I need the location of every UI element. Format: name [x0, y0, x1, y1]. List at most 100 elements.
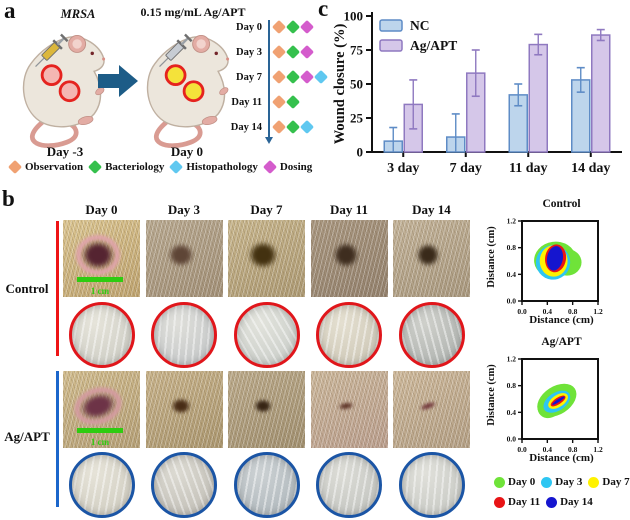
scale-bar [77, 428, 123, 433]
petri-dish [151, 302, 217, 368]
dosing-diamond-icon [262, 159, 277, 175]
wound-photo [393, 371, 470, 448]
wound-area [76, 387, 121, 424]
histopathology-diamond-icon [313, 69, 329, 85]
svg-text:3 day: 3 day [387, 161, 419, 176]
wound-spot [164, 64, 187, 86]
bacteriology-diamond-icon [87, 159, 103, 175]
wound-area [337, 400, 355, 411]
petri-dish [68, 452, 135, 518]
svg-text:25: 25 [350, 111, 364, 126]
dish-cell [63, 301, 140, 369]
timeline-events [271, 19, 315, 35]
mouse-illustration-pre-treatment [22, 33, 106, 149]
petri-dish [151, 452, 217, 518]
svg-text:0.8: 0.8 [568, 307, 578, 315]
svg-text:75: 75 [350, 43, 364, 58]
agapt-wound-photos: 1 cm [63, 371, 470, 448]
agapt-row-bar [56, 371, 59, 507]
agapt-row-label: Ag/APT [4, 429, 50, 444]
bacteriology-diamond-icon [285, 44, 301, 60]
contour-legend-row: Day 11 Day 14 [494, 492, 630, 512]
dish-cell [311, 451, 388, 519]
contour-agapt-ylabel: Distance (cm) [486, 364, 497, 426]
contour-legend-item: Day 7 [588, 476, 630, 488]
timeline-events [271, 94, 301, 110]
wound-photo [145, 371, 223, 448]
dosing-diamond-icon [299, 69, 315, 85]
dosing-diamond-icon [299, 19, 315, 35]
svg-text:Ag/APT: Ag/APT [410, 38, 457, 53]
contour-control-title: Control [542, 198, 581, 210]
dish-cell [228, 451, 305, 519]
contour-plot-control: 0.00.0 0.4 0.4 0.8 0.8 1.2 1.2 [507, 217, 603, 316]
svg-text:7 day: 7 day [450, 161, 482, 176]
svg-text:50: 50 [350, 77, 363, 92]
observation-diamond-icon [271, 119, 287, 135]
scale-bar-label: 1 cm [90, 286, 110, 296]
svg-text:0.4: 0.4 [543, 445, 553, 453]
control-row-label: Control [5, 281, 49, 296]
timeline-events [271, 69, 329, 85]
column-header: Day 11 [330, 202, 368, 217]
control-agar-plates [63, 301, 470, 369]
wound-area [416, 242, 441, 267]
syringe-icon [35, 33, 69, 68]
column-header: Day 7 [250, 202, 283, 217]
contour-legend-item: Day 11 [494, 496, 540, 508]
contour-legend-item: Day 14 [546, 496, 593, 508]
svg-text:0.4: 0.4 [507, 408, 517, 417]
contour-legend-label: Day 11 [508, 496, 541, 508]
svg-text:NC: NC [410, 18, 430, 33]
panel-c-label: c [318, 0, 329, 21]
left-mouse-day-label: Day -3 [46, 144, 84, 159]
dish-cell [393, 451, 470, 519]
observation-diamond-icon [271, 44, 287, 60]
svg-text:1.2: 1.2 [593, 445, 603, 453]
panel-b-label: b [2, 186, 15, 211]
day-color-dot-icon [494, 476, 505, 488]
contour-legend-label: Day 7 [602, 476, 630, 488]
day-column-headers: Day 0 Day 3 Day 7 Day 11 Day 14 [63, 202, 470, 218]
petri-dish [316, 302, 382, 368]
wound-closure-chart: 0 25 50 75 100 Wound closure (%) 3 day 7 day 11 … [328, 2, 630, 197]
observation-diamond-icon [271, 19, 287, 35]
petri-dish [316, 452, 382, 518]
timeline-row: Day 7 [228, 66, 334, 88]
contour-agapt-title: Ag/APT [541, 336, 582, 348]
contour-legend-row: Day 0 Day 3 Day 7 [494, 472, 630, 492]
contour-plot-agapt: 0.00.0 0.4 0.4 0.8 0.8 1.2 1.2 [507, 355, 603, 454]
petri-dish [398, 302, 465, 368]
timeline-axis [268, 20, 270, 138]
experiment-timeline: Day 0 Day 3 Day 7 Day 11 Day 14 [228, 16, 334, 152]
legend-item-observation: Observation [7, 159, 83, 175]
svg-text:0.0: 0.0 [507, 297, 517, 306]
petri-dish [233, 452, 300, 518]
wound-photo [393, 220, 470, 297]
wound-area [81, 239, 116, 270]
bacteriology-diamond-icon [285, 19, 301, 35]
contour-legend-item: Day 3 [541, 476, 582, 488]
column-header: Day 3 [167, 202, 201, 217]
timeline-day-label: Day 7 [236, 71, 262, 83]
svg-text:14 day: 14 day [571, 161, 610, 176]
wound-area [170, 397, 191, 414]
dosing-diamond-icon [299, 44, 315, 60]
treatment-label: 0.15 mg/mL Ag/APT [140, 5, 246, 19]
contour-legend-item: Day 0 [494, 476, 535, 488]
dish-cell [146, 451, 223, 519]
observation-diamond-icon [271, 94, 287, 110]
wound-spot [58, 80, 81, 103]
legend-item-dosing: Dosing [262, 159, 312, 175]
scale-bar-label: 1 cm [90, 437, 110, 447]
contour-legend-label: Day 3 [555, 476, 583, 488]
wound-spot [40, 64, 63, 86]
petri-dish [68, 302, 135, 368]
panel-a-label: a [4, 0, 16, 23]
column-header: Day 14 [412, 202, 451, 217]
histopathology-diamond-icon [299, 119, 315, 135]
contour-control-xlabel: Distance (cm) [529, 314, 594, 326]
timeline-row: Day 0 [228, 16, 334, 38]
svg-text:1.2: 1.2 [507, 355, 517, 364]
